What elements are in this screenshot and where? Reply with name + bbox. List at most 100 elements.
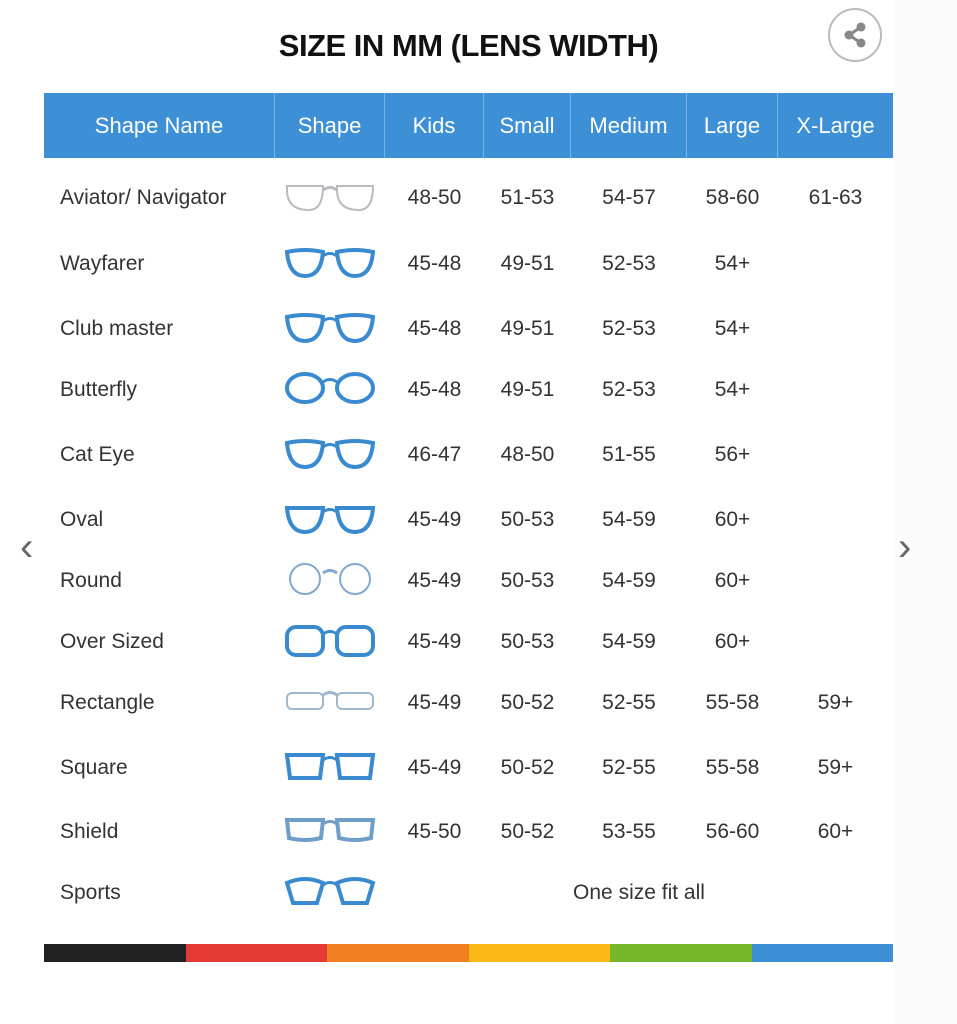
size-cell: 45-49 <box>407 630 462 653</box>
table-row: Round 45-49 50-53 54-59 60+ <box>44 561 893 601</box>
size-cell <box>778 561 893 601</box>
shield-glasses-icon <box>284 818 376 842</box>
shape-cell <box>275 500 385 540</box>
column-header: Shape <box>275 93 385 158</box>
shape-cell <box>275 370 385 410</box>
color-stripe <box>44 944 893 962</box>
column-header: Shape Name <box>44 93 275 158</box>
size-cell: 45-49 <box>407 756 462 779</box>
shape-name: Sports <box>60 881 121 904</box>
size-cell: 50-52 <box>500 756 555 779</box>
table-row: Wayfarer 45-48 49-51 52-53 54+ <box>44 244 893 284</box>
shape-name: Shield <box>60 820 119 843</box>
size-cell: 54+ <box>714 252 751 275</box>
size-cell: 45-49 <box>407 508 462 531</box>
size-cell: 54-59 <box>602 630 656 653</box>
size-cell: 50-53 <box>500 630 555 653</box>
size-cell: 46-47 <box>407 443 462 466</box>
size-cell <box>778 435 893 475</box>
size-cell: 48-50 <box>500 443 555 466</box>
shape-name: Cat Eye <box>60 443 135 466</box>
size-cell: 50-52 <box>500 820 555 843</box>
size-cell: 56+ <box>714 443 751 466</box>
size-cell: 52-55 <box>602 756 656 779</box>
sports-glasses-icon <box>284 877 376 905</box>
size-cell: 45-48 <box>407 378 462 401</box>
shape-name: Wayfarer <box>60 252 145 275</box>
size-cell: 54+ <box>714 378 751 401</box>
cateye-glasses-icon <box>284 439 376 470</box>
shape-cell <box>275 435 385 475</box>
shape-name: Club master <box>60 317 174 340</box>
size-cell: 60+ <box>714 569 751 592</box>
column-header: Medium <box>571 93 687 158</box>
table-row: Club master 45-48 49-51 52-53 54+ <box>44 309 893 349</box>
size-cell: 51-53 <box>500 186 555 209</box>
oversized-glasses-icon <box>285 625 375 657</box>
shape-name: Aviator/ Navigator <box>60 186 227 209</box>
table-row: Oval 45-49 50-53 54-59 60+ <box>44 500 893 540</box>
note-cell: One size fit all <box>573 881 705 904</box>
page-title: SIZE IN MM (LENS WIDTH) <box>278 28 659 63</box>
size-cell: 45-50 <box>407 820 462 843</box>
size-cell: 48-50 <box>407 186 462 209</box>
shape-cell <box>275 748 385 788</box>
size-cell: 52-53 <box>602 378 656 401</box>
table-row: Over Sized 45-49 50-53 54-59 60+ <box>44 622 893 662</box>
stripe-segment <box>468 944 610 962</box>
size-cell: 45-49 <box>407 691 462 714</box>
shape-cell <box>275 178 385 218</box>
round-glasses-icon <box>289 563 371 595</box>
size-cell: 59+ <box>817 691 854 714</box>
table-row: Square 45-49 50-52 52-55 55-58 59+ <box>44 748 893 788</box>
size-cell: 56-60 <box>705 820 760 843</box>
size-cell: 54+ <box>714 317 751 340</box>
shape-cell <box>275 873 385 913</box>
shape-cell <box>275 561 385 601</box>
size-cell: 50-53 <box>500 508 555 531</box>
column-header: Kids <box>385 93 484 158</box>
size-cell: 49-51 <box>500 252 555 275</box>
shape-cell <box>275 622 385 662</box>
size-cell: 60+ <box>714 508 751 531</box>
oval-glasses-icon <box>284 506 376 535</box>
table-row: Sports One size fit all <box>44 873 893 913</box>
column-header: X-Large <box>796 112 875 138</box>
square-glasses-icon <box>284 753 376 780</box>
shape-name: Square <box>60 756 128 779</box>
rectangle-glasses-icon <box>286 691 374 710</box>
column-header: Large <box>687 93 778 158</box>
prev-arrow[interactable]: ‹ <box>20 525 34 569</box>
size-cell: 45-49 <box>407 569 462 592</box>
size-cell: 52-53 <box>602 317 656 340</box>
table-header: Shape Name Shape Kids Small Medium Large X-Lar… <box>44 93 893 158</box>
table-row: Rectangle 45-49 50-52 52-55 55-58 59+ <box>44 683 893 723</box>
share-button[interactable] <box>828 8 882 62</box>
butterfly-glasses-icon <box>285 372 375 404</box>
size-cell: 49-51 <box>500 317 555 340</box>
table-row: Butterfly 45-48 49-51 52-53 54+ <box>44 370 893 410</box>
shape-name: Over Sized <box>60 630 164 653</box>
stripe-segment <box>185 944 327 962</box>
size-cell: 50-53 <box>500 569 555 592</box>
size-cell <box>778 500 893 540</box>
size-cell: 58-60 <box>705 186 760 209</box>
stripe-segment <box>610 944 752 962</box>
shape-cell <box>275 683 385 723</box>
size-cell: 52-53 <box>602 252 656 275</box>
column-header: Small <box>484 93 571 158</box>
size-cell <box>778 622 893 662</box>
shape-name: Round <box>60 569 122 592</box>
shape-cell <box>275 309 385 349</box>
shape-name: Rectangle <box>60 691 155 714</box>
size-cell: 55-58 <box>705 691 760 714</box>
clubmaster-glasses-icon <box>284 313 376 344</box>
next-arrow[interactable]: › <box>898 525 912 569</box>
stripe-segment <box>751 944 893 962</box>
shape-cell <box>275 244 385 284</box>
size-cell: 61-63 <box>808 186 863 209</box>
shape-cell <box>275 812 385 852</box>
table-row: Cat Eye 46-47 48-50 51-55 56+ <box>44 435 893 475</box>
shape-name: Butterfly <box>60 378 138 401</box>
stripe-segment <box>327 944 469 962</box>
